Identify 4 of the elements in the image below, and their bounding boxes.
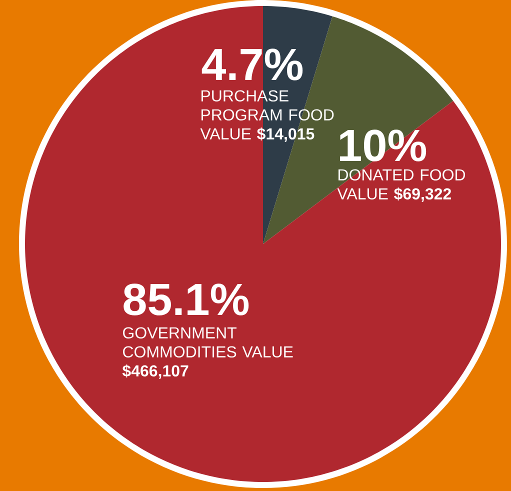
slice-label: DONATED FOOD VALUE $69,322 [337, 169, 466, 202]
data-label: 10% [340, 130, 426, 162]
slice-label: GOVERNMENT COMMODITIES VALUE $466,107 [122, 327, 293, 379]
data-label: 85.1% [124, 284, 249, 316]
